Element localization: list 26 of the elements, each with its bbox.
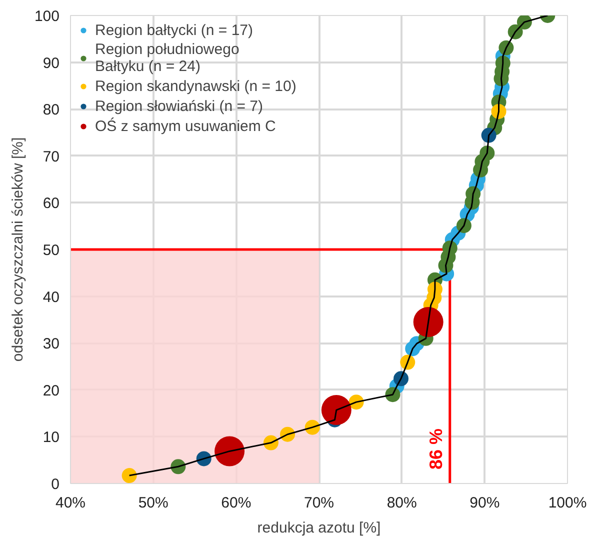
x-tick-label: 100% xyxy=(548,494,587,512)
legend-label: OŚ z samym usuwaniem C xyxy=(95,117,276,135)
y-tick-label: 100 xyxy=(34,8,60,25)
x-tick-label: 90% xyxy=(470,494,500,512)
y-tick-label: 50 xyxy=(42,242,60,259)
y-axis-title: odsetek oczyszczalni ścieków [%] xyxy=(9,137,26,362)
ref-line-label: 86 % xyxy=(426,428,446,470)
legend-label: Region południowego Bałtyku (n = 24) xyxy=(95,41,240,75)
x-tick-label: 50% xyxy=(138,494,168,512)
y-tick-label: 70 xyxy=(42,148,60,166)
x-tick-label: 70% xyxy=(304,494,334,512)
legend-label: Region skandynawski (n = 10) xyxy=(95,77,296,95)
y-tick-label: 20 xyxy=(42,382,60,400)
x-tick-label: 60% xyxy=(221,494,252,512)
y-tick-label: 10 xyxy=(42,429,60,446)
y-tick-label: 40 xyxy=(42,288,60,306)
y-tick-label: 30 xyxy=(42,336,60,353)
y-tick-label: 80 xyxy=(42,102,60,119)
y-tick-label: 0 xyxy=(51,476,60,493)
legend-label: Region bałtycki (n = 17) xyxy=(95,21,253,39)
y-tick-label: 90 xyxy=(42,54,60,72)
x-tick-label: 40% xyxy=(55,494,86,512)
y-tick-label: 60 xyxy=(42,195,60,212)
legend-label: Region słowiański (n = 7) xyxy=(95,97,263,115)
x-tick-label: 80% xyxy=(386,494,417,512)
x-axis-title: redukcja azotu [%] xyxy=(257,520,381,536)
